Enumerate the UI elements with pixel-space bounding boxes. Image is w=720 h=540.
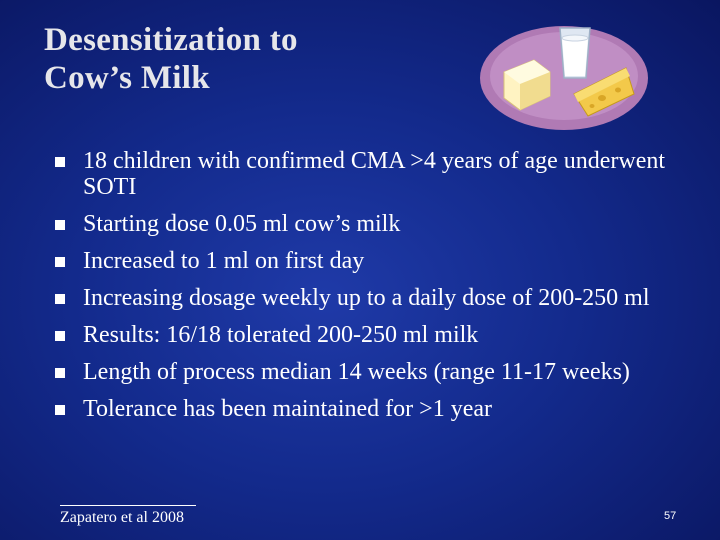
bullet-text: Starting dose 0.05 ml cow’s milk (83, 211, 401, 237)
bullet-text: Increasing dosage weekly up to a daily d… (83, 285, 650, 311)
bullet-item: Results: 16/18 tolerated 200-250 ml milk (54, 322, 674, 348)
bullet-square-icon (55, 331, 65, 341)
bullet-square-icon (55, 405, 65, 415)
bullet-square-icon (55, 157, 65, 167)
bullet-item: 18 children with confirmed CMA >4 years … (54, 148, 674, 200)
bullet-square-icon (55, 368, 65, 378)
bullet-list: 18 children with confirmed CMA >4 years … (54, 148, 674, 433)
bullet-text: Results: 16/18 tolerated 200-250 ml milk (83, 322, 479, 348)
milk-surface-shape (561, 34, 589, 42)
bullet-item: Tolerance has been maintained for >1 yea… (54, 396, 674, 422)
cheese-top-shape (574, 68, 630, 102)
bullet-square-icon (55, 220, 65, 230)
butter-side-shape (520, 72, 550, 110)
milk-and-cheese-icon (480, 26, 648, 130)
cheese-hole-3 (589, 104, 595, 108)
butter-top-shape (504, 60, 550, 84)
slide-title: Desensitization to Cow’s Milk (44, 22, 444, 98)
cheese-hole-1 (598, 95, 606, 101)
citation: Zapatero et al 2008 (60, 509, 184, 526)
slide-title-line-2: Cow’s Milk (44, 59, 210, 96)
bullet-item: Increasing dosage weekly up to a daily d… (54, 285, 674, 311)
milk-shape (562, 38, 588, 76)
bullet-square-icon (55, 294, 65, 304)
bullet-text: 18 children with confirmed CMA >4 years … (83, 148, 666, 200)
cheese-hole-2 (615, 87, 621, 93)
page-number: 57 (664, 510, 677, 522)
citation-rule (60, 505, 196, 506)
bullet-text: Increased to 1 ml on first day (83, 248, 365, 274)
bullet-square-icon (55, 257, 65, 267)
bullet-item: Increased to 1 ml on first day (54, 248, 674, 274)
bullet-text: Tolerance has been maintained for >1 yea… (83, 396, 492, 422)
bullet-item: Length of process median 14 weeks (range… (54, 359, 674, 385)
bullet-text: Length of process median 14 weeks (range… (83, 359, 630, 385)
bullet-item: Starting dose 0.05 ml cow’s milk (54, 211, 674, 237)
slide-title-line-1: Desensitization to (44, 22, 298, 58)
